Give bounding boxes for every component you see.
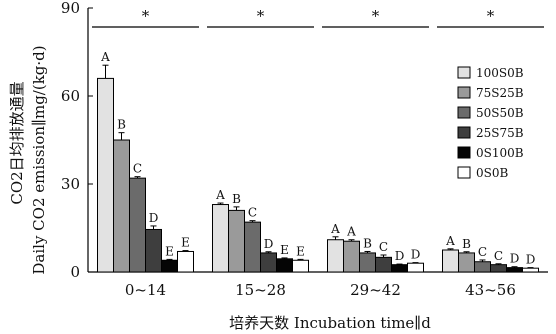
- significance-letter: E: [296, 244, 305, 258]
- bar: [129, 177, 146, 273]
- y-tick-label: 60: [61, 87, 80, 105]
- significance-star: *: [142, 7, 150, 25]
- bar: [490, 264, 507, 273]
- bar: [343, 240, 360, 273]
- bar: [244, 221, 261, 273]
- bar: [458, 252, 475, 273]
- significance-letter: A: [330, 222, 340, 236]
- bar: [228, 209, 245, 273]
- significance-letter: E: [181, 236, 190, 250]
- significance-letter: A: [445, 234, 455, 248]
- significance-letter: D: [411, 248, 421, 262]
- significance-letter: C: [133, 162, 142, 176]
- legend-swatch: [457, 126, 471, 139]
- x-category-label: 0~14: [125, 281, 166, 299]
- significance-star: *: [257, 7, 265, 25]
- bar: [407, 262, 424, 273]
- significance-letter: D: [395, 249, 405, 263]
- legend-swatch: [457, 146, 471, 159]
- significance-letter: B: [462, 237, 471, 251]
- significance-letter: A: [100, 50, 110, 64]
- significance-letter: D: [149, 211, 159, 225]
- bar: [442, 249, 459, 273]
- bar: [145, 228, 162, 273]
- significance-letter: B: [232, 192, 241, 206]
- legend-label: 50S50B: [476, 106, 524, 120]
- significance-letter: B: [117, 118, 126, 132]
- bar: [97, 77, 114, 273]
- bar: [391, 264, 408, 273]
- bar: [506, 267, 523, 273]
- legend-label: 25S75B: [476, 126, 524, 140]
- y-axis-title-line1: CO2日均排放通量: [8, 81, 26, 204]
- legend-swatch: [457, 66, 471, 79]
- legend-label: 0S100B: [476, 146, 524, 160]
- bar: [359, 252, 376, 273]
- bar: [212, 204, 229, 273]
- bar: [292, 259, 309, 273]
- legend-swatch: [457, 166, 471, 179]
- significance-letter: A: [215, 188, 225, 202]
- bar: [474, 261, 491, 273]
- y-tick-label: 30: [61, 175, 80, 193]
- x-category-label: 43~56: [465, 281, 516, 299]
- axes: 0 30 60 90 CO2日均排放通量 Daily CO2 emission∥mg/(k…: [8, 0, 548, 281]
- bar: [327, 239, 344, 273]
- significance-letter: C: [379, 240, 388, 254]
- x-axis-title: 培养天数 Incubation time∥d: [229, 314, 431, 332]
- y-axis-title-line2: Daily CO2 emission∥mg/(kg·d): [30, 45, 48, 274]
- significance-letter: C: [248, 206, 257, 220]
- legend-label: 75S25B: [476, 86, 524, 100]
- significance-letter: E: [165, 244, 174, 258]
- legend-swatch: [457, 86, 471, 99]
- bar: [161, 259, 178, 273]
- y-tick-label: 90: [61, 0, 80, 17]
- significance-star: *: [487, 7, 495, 25]
- x-category-label: 15~28: [235, 281, 286, 299]
- significance-star: *: [372, 7, 380, 25]
- legend-swatch: [457, 106, 471, 119]
- significance-letter: D: [526, 253, 536, 267]
- bar: [522, 267, 539, 273]
- bar: [113, 139, 130, 273]
- y-tick-label: 0: [70, 263, 80, 281]
- significance-letter: D: [264, 237, 274, 251]
- bar: [276, 258, 293, 273]
- bar: [260, 252, 277, 273]
- legend-label: 0S0B: [476, 166, 508, 180]
- legend-label: 100S0B: [476, 66, 524, 80]
- significance-letter: B: [363, 236, 372, 250]
- significance-letter: C: [478, 245, 487, 259]
- legend: 100S0B 75S25B 50S50B 25S75B 0S100B 0S0B: [457, 66, 524, 180]
- bar: [375, 256, 392, 273]
- significance-letter: D: [510, 252, 520, 266]
- significance-letter: C: [494, 249, 503, 263]
- significance-letter: E: [280, 243, 289, 257]
- bar: [177, 250, 194, 273]
- x-category-label: 29~42: [350, 281, 401, 299]
- significance-letter: A: [346, 225, 356, 239]
